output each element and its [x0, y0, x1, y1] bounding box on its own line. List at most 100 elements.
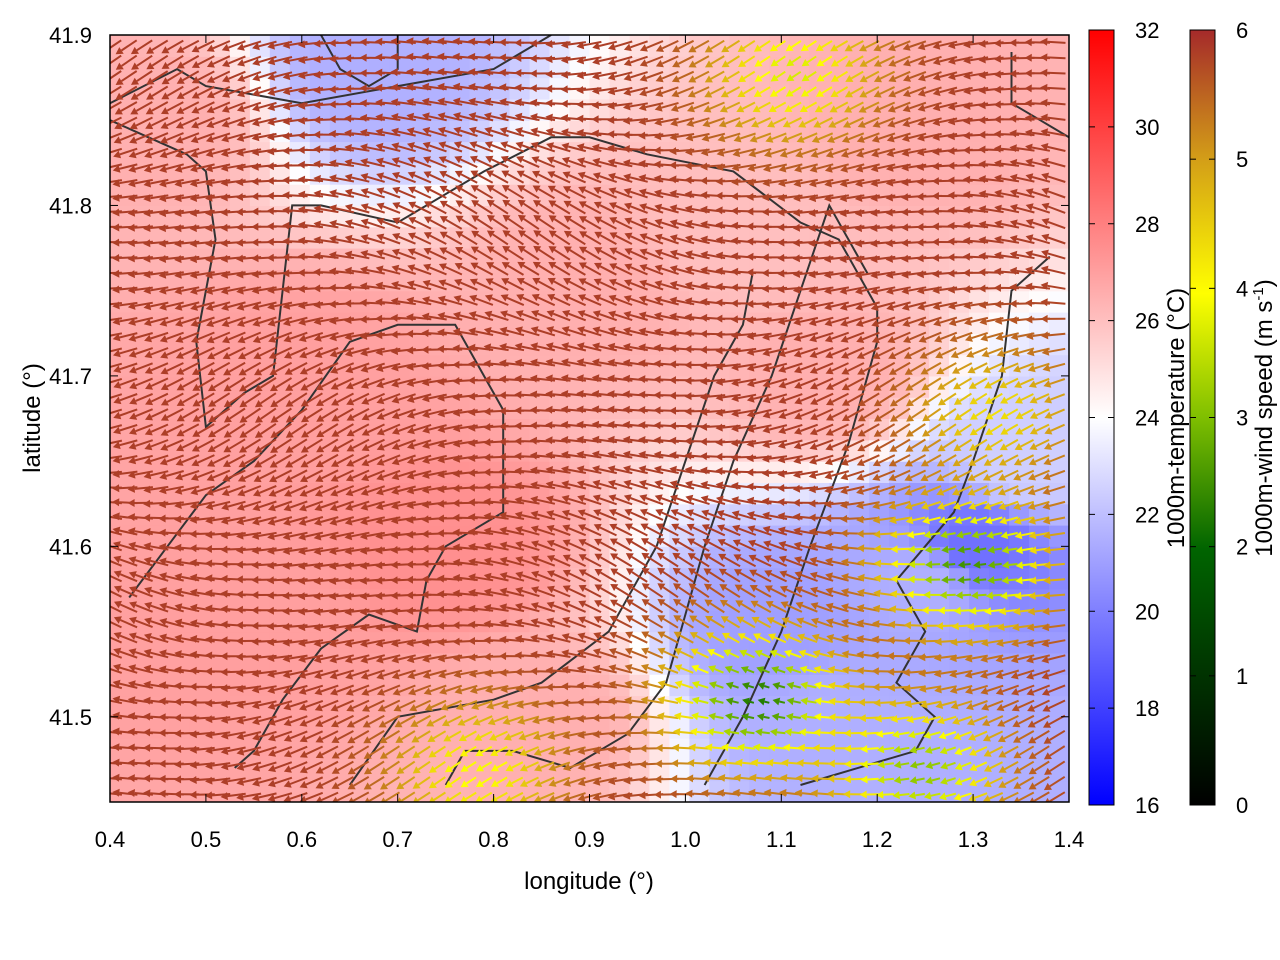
temperature-cell	[369, 695, 391, 718]
temperature-cell	[529, 397, 551, 420]
temperature-cell	[809, 205, 830, 228]
temperature-cell	[289, 226, 311, 249]
temperature-cell	[589, 397, 611, 420]
temperature-cell	[489, 35, 511, 57]
temperature-cell	[809, 184, 830, 206]
temperature-cell	[1049, 588, 1069, 611]
temperature-cell	[809, 546, 830, 569]
temperature-cell	[349, 525, 371, 547]
colorbar-tick-label: 24	[1135, 406, 1159, 431]
temperature-cell	[929, 205, 950, 228]
temperature-cell	[389, 354, 411, 377]
temperature-cell	[449, 226, 471, 249]
temperature-cell	[609, 120, 631, 143]
temperature-cell	[289, 290, 311, 313]
temperature-cell	[429, 120, 451, 143]
temperature-cell	[189, 418, 211, 441]
temperature-cell	[589, 716, 611, 739]
temperature-cell	[110, 716, 131, 739]
temperature-cell	[629, 397, 651, 420]
y-tick-label: 41.5	[49, 705, 92, 730]
temperature-cell	[1049, 716, 1069, 739]
temperature-cell	[110, 290, 131, 313]
temperature-cell	[130, 759, 151, 782]
temperature-cell	[189, 610, 211, 633]
temperature-cell	[329, 290, 351, 313]
temperature-cell	[629, 610, 651, 633]
temperature-colorbar-label: 1000m-temperature (°C)	[1163, 288, 1190, 548]
temperature-cell	[989, 610, 1010, 633]
temperature-cell	[589, 610, 611, 633]
temperature-cell	[329, 588, 351, 611]
temperature-cell	[509, 652, 531, 675]
temperature-cell	[349, 226, 371, 249]
temperature-cell	[969, 588, 990, 611]
temperature-cell	[1049, 162, 1069, 185]
temperature-cell	[969, 35, 990, 57]
temperature-cell	[329, 418, 351, 441]
temperature-cell	[329, 248, 351, 270]
temperature-cell	[449, 503, 471, 526]
temperature-cell	[929, 674, 950, 697]
temperature-cell	[489, 695, 511, 718]
temperature-cell	[489, 397, 511, 420]
temperature-cell	[989, 503, 1010, 526]
temperature-cell	[549, 290, 571, 313]
temperature-cell	[110, 503, 131, 526]
temperature-cell	[269, 141, 291, 164]
temperature-cell	[169, 503, 191, 526]
temperature-cell	[169, 418, 191, 441]
temperature-cell	[249, 567, 271, 590]
temperature-cell	[309, 354, 331, 377]
temperature-cell	[1049, 290, 1069, 313]
temperature-cell	[189, 759, 211, 782]
temperature-cell	[709, 35, 730, 57]
temperature-cell	[289, 120, 311, 143]
temperature-cell	[849, 780, 870, 802]
colorbar-tick-label: 22	[1135, 502, 1159, 527]
temperature-cell	[150, 290, 171, 313]
temperature-cell	[969, 738, 990, 760]
temperature-cell	[1049, 226, 1069, 249]
temperature-cell	[669, 610, 690, 633]
temperature-cell	[769, 716, 790, 739]
temperature-cell	[789, 354, 810, 377]
x-tick-label: 1.4	[1054, 827, 1085, 852]
temperature-cell	[309, 248, 331, 270]
wind-label-main: 1000m-wind speed (m s	[1251, 301, 1278, 557]
temperature-cell	[269, 77, 291, 100]
y-tick-label: 41.7	[49, 364, 92, 389]
temperature-cell	[529, 461, 551, 483]
temperature-cell	[150, 716, 171, 739]
temperature-cell	[509, 716, 531, 739]
temperature-cell	[849, 98, 870, 121]
temperature-cell	[1049, 610, 1069, 633]
temperature-cell	[269, 567, 291, 590]
temperature-cell	[789, 716, 810, 739]
temperature-cell	[569, 695, 591, 718]
temperature-cell	[569, 546, 591, 569]
temperature-cell	[449, 290, 471, 313]
temperature-cell	[669, 333, 690, 356]
temperature-cell	[150, 780, 171, 802]
temperature-cell	[489, 226, 511, 249]
temperature-cell	[869, 695, 890, 718]
temperature-cell	[409, 525, 431, 547]
temperature-cell	[249, 397, 271, 420]
temperature-cell	[869, 205, 890, 228]
temperature-cell	[669, 35, 690, 57]
temperature-cell	[589, 333, 611, 356]
temperature-cell	[110, 610, 131, 633]
x-tick-label: 0.4	[95, 827, 126, 852]
temperature-cell	[249, 631, 271, 654]
temperature-cell	[969, 141, 990, 164]
temperature-cell	[110, 35, 131, 57]
temperature-cell	[309, 738, 331, 760]
temperature-cell	[229, 674, 251, 697]
temperature-cell	[189, 695, 211, 718]
y-axis-title: latitude (°)	[19, 363, 46, 473]
temperature-cell	[110, 312, 131, 334]
temperature-cell	[329, 716, 351, 739]
temperature-cell	[489, 738, 511, 760]
